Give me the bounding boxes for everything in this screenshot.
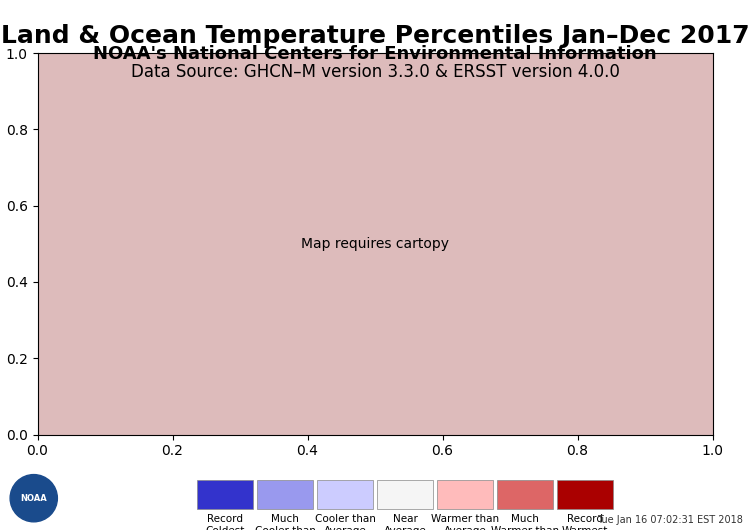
Text: NOAA: NOAA (20, 494, 47, 502)
Text: Warmer than
Average: Warmer than Average (431, 514, 499, 530)
Text: Near
Average: Near Average (383, 514, 426, 530)
Text: Cooler than
Average: Cooler than Average (314, 514, 376, 530)
Text: Tue Jan 16 07:02:31 EST 2018: Tue Jan 16 07:02:31 EST 2018 (597, 515, 742, 525)
Text: Much
Warmer than
Average: Much Warmer than Average (491, 514, 559, 530)
Text: Record
Warmest: Record Warmest (562, 514, 608, 530)
Text: Map requires cartopy: Map requires cartopy (301, 237, 449, 251)
Text: Record
Coldest: Record Coldest (206, 514, 245, 530)
Circle shape (10, 474, 57, 522)
Text: NOAA's National Centers for Environmental Information: NOAA's National Centers for Environmenta… (93, 45, 657, 63)
Text: Much
Cooler than
Average: Much Cooler than Average (254, 514, 316, 530)
Text: Land & Ocean Temperature Percentiles Jan–Dec 2017: Land & Ocean Temperature Percentiles Jan… (1, 24, 749, 48)
Text: Data Source: GHCN–M version 3.3.0 & ERSST version 4.0.0: Data Source: GHCN–M version 3.3.0 & ERSS… (130, 63, 620, 81)
